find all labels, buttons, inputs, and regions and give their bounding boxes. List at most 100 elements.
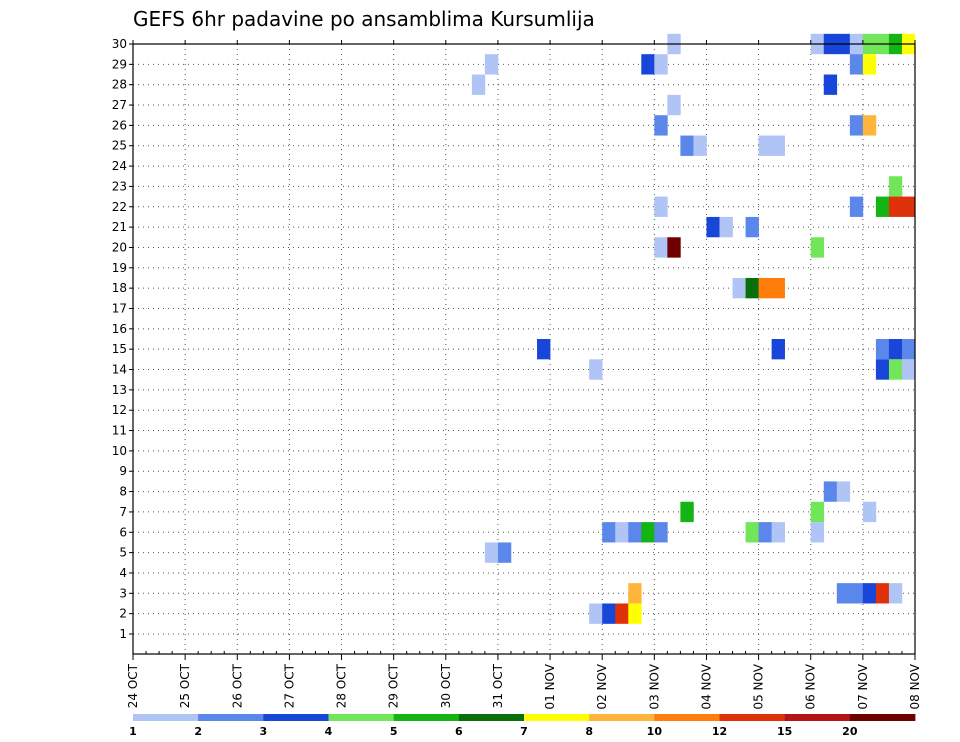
heatmap-cell [875, 339, 890, 360]
heatmap-cell [719, 216, 733, 238]
y-tick-label: 22 [112, 200, 127, 214]
heatmap-cell [875, 583, 890, 604]
heatmap-cell [849, 583, 864, 604]
heatmap-cell [771, 277, 785, 299]
heatmap-cell [732, 277, 746, 299]
heatmap-cell [654, 237, 668, 258]
heatmap-cell [875, 196, 890, 217]
y-tick-labels: 1234567891011121314151617181920212223242… [112, 37, 127, 641]
y-tick-label: 14 [112, 363, 127, 377]
x-tick-label: 01 NOV [543, 663, 557, 709]
legend-color-swatch [784, 714, 851, 721]
heatmap-cell [810, 237, 825, 258]
y-tick-label: 30 [112, 37, 127, 51]
heatmap-cell [680, 135, 694, 156]
y-tick-label: 21 [112, 220, 127, 234]
heatmap-cell [758, 277, 772, 299]
heatmap-cell [641, 522, 655, 543]
heatmap-cell [484, 54, 499, 75]
x-tick-label: 31 OCT [491, 663, 505, 708]
legend-label: 6 [455, 725, 463, 738]
color-legend: 1 2 3 4 5 6 7 8 10 12 15 20 [129, 714, 916, 738]
legend-color-swatch [393, 714, 460, 721]
heatmap-cell [589, 603, 603, 624]
x-tick-label: 30 OCT [439, 663, 453, 708]
heatmap-cell [667, 237, 681, 258]
heatmap-cell [888, 359, 903, 380]
heatmap-cell [758, 522, 772, 543]
legend-label: 4 [325, 725, 333, 738]
heatmap-cell [810, 522, 825, 543]
heatmap-cell [862, 583, 877, 604]
heatmap-cell [654, 54, 668, 75]
heatmap-cell [745, 522, 759, 543]
y-tick-label: 23 [112, 179, 127, 193]
y-tick-label: 26 [112, 118, 127, 132]
x-tick-label: 05 NOV [752, 663, 766, 709]
y-tick-label: 15 [112, 342, 127, 356]
y-tick-label: 8 [119, 485, 127, 499]
x-tick-labels: 24 OCT 25 OCT 26 OCT 27 OCT 28 OCT 29 OCT 30 O… [126, 663, 922, 709]
x-tick-label: 07 NOV [856, 663, 870, 709]
y-tick-label: 2 [119, 607, 127, 621]
heatmap-cell [615, 522, 629, 543]
legend-color-swatch [524, 714, 590, 721]
heatmap-cell [836, 481, 851, 502]
y-tick-label: 6 [119, 525, 127, 539]
y-tick-label: 3 [119, 586, 127, 600]
heatmap-cell [745, 216, 759, 238]
heatmap-cell [654, 115, 668, 136]
y-tick-label: 29 [112, 57, 127, 71]
heatmap-cell [849, 196, 864, 217]
x-tick-label: 29 OCT [387, 663, 401, 708]
x-tick-label: 06 NOV [804, 663, 818, 709]
x-tick-label: 26 OCT [230, 663, 244, 708]
heatmap-cell [667, 94, 681, 116]
heatmap-cell [836, 583, 851, 604]
legend-label: 5 [390, 725, 398, 738]
y-tick-label: 13 [112, 383, 127, 397]
legend-color-swatch [458, 714, 525, 721]
y-tick-label: 24 [112, 159, 127, 173]
heatmap-cell [888, 583, 903, 604]
heatmap-cell [901, 196, 916, 217]
y-tick-label: 17 [112, 301, 127, 315]
y-tick-label: 18 [112, 281, 127, 295]
y-tick-label: 5 [119, 546, 127, 560]
x-tick-label: 24 OCT [126, 663, 140, 708]
y-tick-label: 28 [112, 78, 127, 92]
y-tick-label: 25 [112, 139, 127, 153]
heatmap-cell [654, 522, 668, 543]
y-tick-label: 11 [112, 424, 127, 438]
grid-lines [133, 43, 915, 654]
legend-color-swatch [719, 714, 786, 721]
heatmap-cell [771, 522, 785, 543]
heatmap-cell [849, 115, 864, 136]
heatmap-cell [771, 135, 785, 156]
y-tick-label: 10 [112, 444, 127, 458]
y-tick-label: 19 [112, 261, 127, 275]
legend-label: 15 [777, 725, 792, 738]
legend-label: 12 [712, 725, 727, 738]
heatmap-cell [628, 583, 642, 604]
heatmap-cell [849, 54, 864, 75]
legend-label: 3 [260, 725, 268, 738]
heatmap-cell [654, 196, 668, 217]
heatmap-cell [862, 115, 877, 136]
heatmap-cell [745, 277, 759, 299]
legend-label: 2 [194, 725, 202, 738]
x-tick-label: 04 NOV [699, 663, 713, 709]
x-tick-label: 28 OCT [335, 663, 349, 708]
heatmap-cell [471, 74, 486, 95]
legend-color-swatch [198, 714, 264, 721]
heatmap-cell [823, 74, 838, 95]
x-tick-label: 03 NOV [647, 663, 661, 709]
heatmap-cell [758, 135, 772, 156]
y-tick-label: 20 [112, 240, 127, 254]
heatmap-cell [615, 603, 629, 624]
heatmap-cell [888, 176, 903, 197]
y-tick-label: 1 [119, 627, 127, 641]
heatmap-cell [589, 359, 603, 380]
legend-color-swatch [263, 714, 329, 721]
